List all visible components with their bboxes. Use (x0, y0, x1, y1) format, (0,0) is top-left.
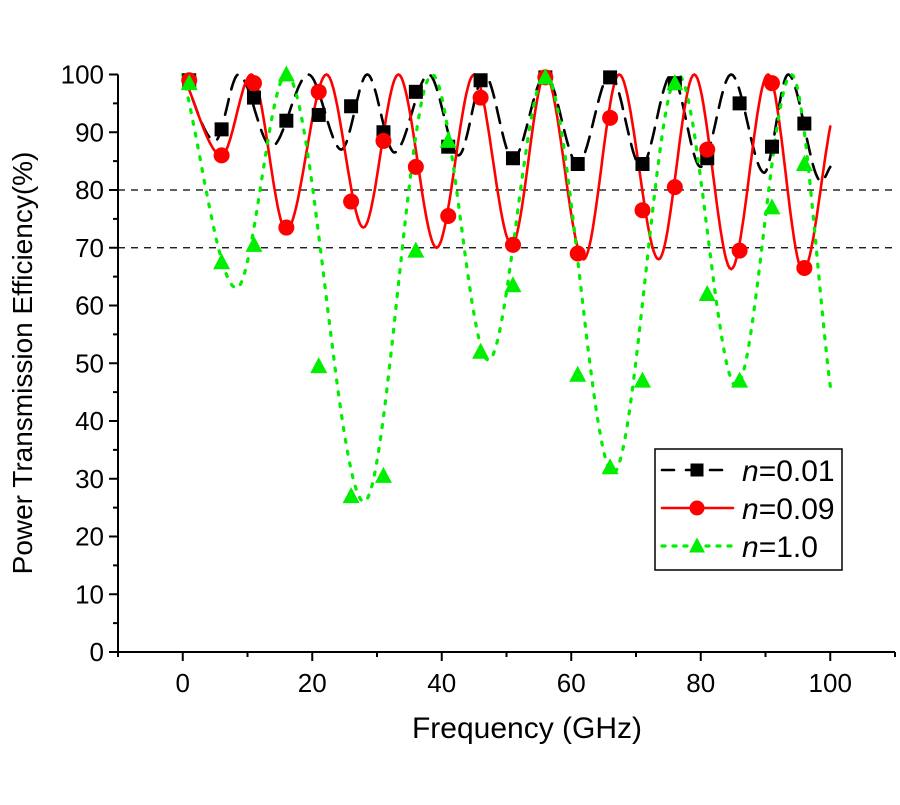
circle-marker (689, 500, 705, 516)
legend-label: n=0.01 (742, 455, 835, 488)
y-tick-label: 10 (75, 579, 104, 609)
x-tick-label: 100 (809, 668, 852, 698)
square-marker (311, 107, 326, 122)
square-marker (764, 139, 779, 154)
circle-marker (796, 259, 813, 276)
triangle-marker (633, 371, 651, 388)
y-axis-label: Power Transmission Efficiency(%) (7, 152, 38, 575)
triangle-marker (795, 155, 813, 172)
square-marker (505, 151, 520, 166)
circle-marker (440, 207, 457, 224)
series-markers (180, 65, 813, 504)
x-tick-label: 20 (298, 668, 327, 698)
square-marker (570, 157, 585, 172)
y-tick-label: 30 (75, 464, 104, 494)
axes: 0 10 20 30 40 50 60 70 80 90 100 0 20 40 60 80 100 (61, 60, 896, 698)
triangle-marker (698, 284, 716, 301)
x-tick-label: 0 (176, 668, 190, 698)
circle-marker (407, 158, 424, 175)
triangle-marker (472, 342, 490, 359)
legend-label: n=1.0 (742, 531, 818, 564)
circle-marker (245, 75, 262, 92)
square-marker (603, 70, 618, 85)
circle-marker (731, 242, 748, 259)
square-marker (732, 96, 747, 111)
triangle-marker (407, 241, 425, 258)
circle-marker (310, 83, 327, 100)
circle-marker (472, 89, 489, 106)
circle-marker (343, 193, 360, 210)
x-tick-label: 80 (686, 668, 715, 698)
triangle-marker (601, 458, 619, 475)
circle-marker (699, 141, 716, 158)
circle-marker (634, 202, 651, 219)
x-tick-label: 60 (557, 668, 586, 698)
triangle-marker (277, 65, 295, 82)
legend-label: n=0.09 (742, 493, 835, 526)
triangle-marker (763, 198, 781, 215)
x-axis-label: Frequency (GHz) (412, 712, 642, 745)
y-tick-label: 90 (75, 117, 104, 147)
series-line-square (181, 73, 832, 183)
circle-marker (278, 219, 295, 236)
y-tick-label: 100 (61, 60, 104, 90)
circle-marker (569, 245, 586, 262)
triangle-marker (666, 74, 684, 91)
triangle-marker (439, 131, 457, 148)
triangle-marker (374, 466, 392, 483)
square-marker (246, 90, 261, 105)
square-marker (797, 116, 812, 131)
legend: n=0.01n=0.09n=1.0 (654, 448, 843, 571)
x-tick-label: 40 (427, 668, 456, 698)
square-marker (214, 122, 229, 137)
circle-marker (666, 179, 683, 196)
circle-marker (375, 132, 392, 149)
circle-marker (602, 109, 619, 126)
triangle-marker (180, 74, 198, 91)
legend-label-value: =0.09 (759, 493, 835, 526)
y-tick-label: 60 (75, 291, 104, 321)
y-tick-label: 80 (75, 175, 104, 205)
circle-marker (213, 147, 230, 164)
circle-marker (763, 75, 780, 92)
triangle-marker (310, 357, 328, 374)
square-marker (279, 113, 294, 128)
triangle-marker (504, 276, 522, 293)
triangle-marker (245, 235, 263, 252)
y-tick-label: 40 (75, 406, 104, 436)
legend-label-variable: n (742, 531, 759, 564)
square-marker (344, 99, 359, 114)
square-marker (408, 84, 423, 99)
y-tick-label: 20 (75, 522, 104, 552)
square-marker (473, 73, 488, 88)
triangle-marker (536, 68, 554, 85)
square-marker (690, 463, 704, 477)
legend-label-value: =1.0 (759, 531, 818, 564)
series-curves (181, 72, 832, 504)
triangle-marker (731, 371, 749, 388)
y-tick-label: 50 (75, 348, 104, 378)
triangle-marker (213, 253, 231, 270)
legend-label-value: =0.01 (759, 455, 835, 488)
square-marker (635, 157, 650, 172)
legend-label-variable: n (742, 493, 759, 526)
y-tick-label: 70 (75, 233, 104, 263)
circle-marker (504, 236, 521, 253)
y-tick-label: 0 (90, 637, 104, 667)
triangle-marker (342, 487, 360, 504)
legend-label-variable: n (742, 455, 759, 488)
triangle-marker (569, 365, 587, 382)
triangle-marker (689, 537, 705, 553)
